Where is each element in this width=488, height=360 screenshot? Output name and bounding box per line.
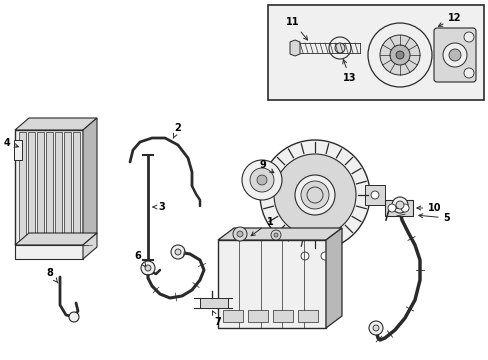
Text: 12: 12: [438, 13, 461, 26]
Polygon shape: [218, 228, 341, 240]
Circle shape: [367, 23, 431, 87]
Bar: [64, 132, 71, 243]
Circle shape: [257, 175, 266, 185]
Polygon shape: [83, 118, 97, 245]
Text: 3: 3: [152, 202, 165, 212]
Circle shape: [463, 32, 473, 42]
Text: 2: 2: [173, 123, 181, 138]
Circle shape: [301, 252, 308, 260]
Bar: [297, 310, 317, 322]
Circle shape: [69, 312, 79, 322]
Circle shape: [270, 230, 281, 240]
Circle shape: [320, 252, 328, 260]
Bar: [384, 200, 412, 216]
Polygon shape: [289, 40, 299, 56]
Bar: [272, 310, 292, 322]
Bar: [19, 132, 26, 243]
Bar: [223, 310, 243, 322]
Circle shape: [145, 265, 151, 271]
Polygon shape: [15, 118, 97, 130]
Circle shape: [273, 233, 278, 237]
Bar: [254, 167, 272, 183]
Bar: [364, 185, 384, 205]
Bar: [28, 132, 35, 243]
Bar: [15, 130, 83, 245]
Circle shape: [171, 245, 184, 259]
Circle shape: [463, 68, 473, 78]
Text: 10: 10: [416, 203, 441, 213]
Text: 9: 9: [259, 160, 273, 173]
Circle shape: [249, 168, 273, 192]
Bar: [46, 132, 53, 243]
Bar: [247, 310, 267, 322]
Bar: [37, 132, 44, 243]
Polygon shape: [15, 245, 83, 259]
Circle shape: [306, 187, 323, 203]
Polygon shape: [83, 233, 97, 259]
Circle shape: [294, 175, 334, 215]
Circle shape: [389, 45, 409, 65]
Circle shape: [372, 325, 378, 331]
Circle shape: [242, 160, 282, 200]
Circle shape: [175, 249, 181, 255]
Circle shape: [370, 191, 378, 199]
Circle shape: [387, 204, 395, 212]
Circle shape: [334, 43, 345, 53]
Text: 6: 6: [134, 251, 145, 267]
Circle shape: [448, 49, 460, 61]
Text: 4: 4: [3, 138, 18, 148]
Circle shape: [141, 261, 155, 275]
Circle shape: [395, 51, 403, 59]
Text: 8: 8: [46, 268, 58, 283]
Circle shape: [260, 140, 369, 250]
Circle shape: [379, 35, 419, 75]
Bar: [14, 140, 22, 160]
Bar: [218, 240, 325, 328]
Circle shape: [232, 227, 246, 241]
Bar: [73, 132, 80, 243]
Circle shape: [273, 154, 355, 236]
Circle shape: [328, 37, 350, 59]
Polygon shape: [325, 228, 341, 328]
Text: 11: 11: [285, 17, 307, 40]
Text: 7: 7: [212, 311, 221, 327]
Text: 1: 1: [251, 217, 273, 236]
Circle shape: [395, 201, 403, 209]
Circle shape: [400, 204, 408, 212]
Polygon shape: [15, 233, 97, 245]
Circle shape: [391, 197, 407, 213]
Bar: [267, 5, 483, 100]
Circle shape: [301, 181, 328, 209]
Bar: [55, 132, 62, 243]
Bar: [200, 298, 227, 308]
Text: 5: 5: [418, 213, 449, 223]
Text: 13: 13: [342, 60, 356, 83]
FancyBboxPatch shape: [433, 28, 475, 82]
Circle shape: [442, 43, 466, 67]
Circle shape: [237, 231, 243, 237]
Bar: [294, 245, 334, 263]
Circle shape: [368, 321, 382, 335]
